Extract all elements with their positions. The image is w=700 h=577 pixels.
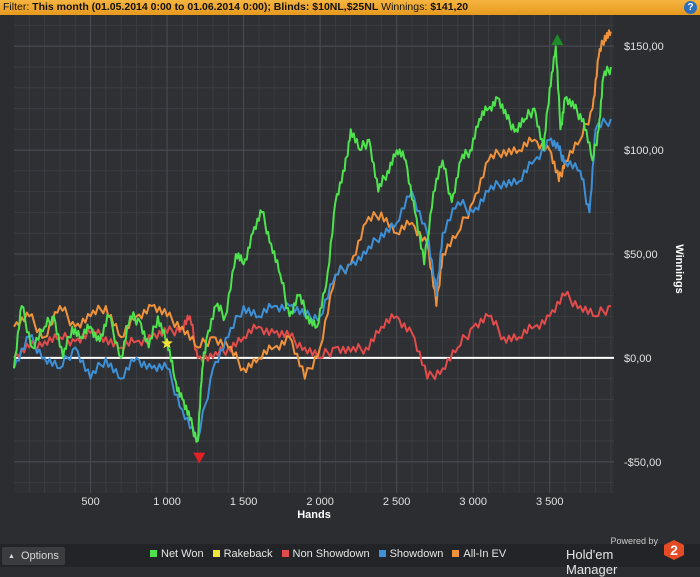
legend-item[interactable]: Showdown (378, 548, 444, 560)
chart-grid (14, 15, 614, 493)
series-line-showdown (13, 117, 612, 442)
bottom-bar (0, 544, 700, 567)
x-axis-label: Hands (297, 509, 331, 521)
y-tick-label: $50,00 (624, 249, 658, 261)
series-line-non-showdown (13, 290, 612, 381)
legend-swatch (452, 550, 460, 557)
legend-item[interactable]: Non Showdown (281, 548, 370, 560)
filter-label: Filter: (3, 1, 30, 13)
min-marker-icon (193, 452, 206, 464)
options-button[interactable]: ▲ Options (2, 547, 65, 565)
filter-text: This month (01.05.2014 0:00 to 01.06.201… (32, 1, 379, 13)
x-tick-label: 2 500 (383, 496, 411, 508)
legend-label: Non Showdown (292, 548, 370, 560)
powered-by-text: Powered by (610, 536, 658, 546)
chart-markers (161, 33, 564, 464)
brand: Powered by Hold'em Manager 2 (566, 536, 696, 577)
x-tick-label: 1 500 (230, 496, 258, 508)
legend-label: Net Won (161, 548, 204, 560)
legend-item[interactable]: Net Won (150, 548, 204, 560)
x-tick-label: 1 000 (153, 496, 181, 508)
x-tick-label: 2 000 (306, 496, 334, 508)
winnings-label: Winnings: (381, 1, 428, 13)
x-tick-label: 500 (81, 496, 99, 508)
options-label: Options (20, 550, 59, 562)
x-tick-label: 3 000 (459, 496, 487, 508)
y-axis-label: Winnings (673, 244, 685, 293)
winnings-chart: 500 1 000 1 500 2 000 2 500 3 000 3 500 -$50,00… (13, 15, 685, 521)
legend-swatch (281, 550, 289, 557)
help-icon[interactable]: ? (684, 1, 697, 14)
chart-legend: Net Won Rakeback Non Showdown Showdown All-I… (150, 548, 515, 562)
hm2-logo-icon: 2 (664, 540, 684, 560)
winnings-value: $141,20 (430, 1, 469, 13)
legend-label: Rakeback (223, 548, 273, 560)
legend-swatch (378, 550, 386, 557)
legend-label: All-In EV (463, 548, 507, 560)
caret-up-icon: ▲ (8, 553, 15, 560)
legend-label: Showdown (389, 548, 444, 560)
x-tick-label: 3 500 (536, 496, 564, 508)
rakeback-star-icon (161, 337, 173, 349)
legend-item[interactable]: Rakeback (212, 548, 273, 560)
y-tick-label: $150,00 (624, 41, 664, 53)
legend-item[interactable]: All-In EV (452, 548, 506, 560)
filter-bar: Filter: This month (01.05.2014 0:00 to 0… (0, 0, 700, 15)
chart-lines (13, 29, 612, 443)
y-tick-label: -$50,00 (624, 457, 661, 469)
legend-swatch (150, 550, 157, 557)
legend-swatch (212, 550, 220, 557)
series-line-net-won (13, 45, 612, 443)
y-tick-label: $100,00 (624, 145, 664, 157)
max-marker-icon (551, 33, 564, 45)
y-tick-label: $0,00 (624, 353, 652, 365)
brand-name: Hold'em Manager (566, 547, 618, 577)
